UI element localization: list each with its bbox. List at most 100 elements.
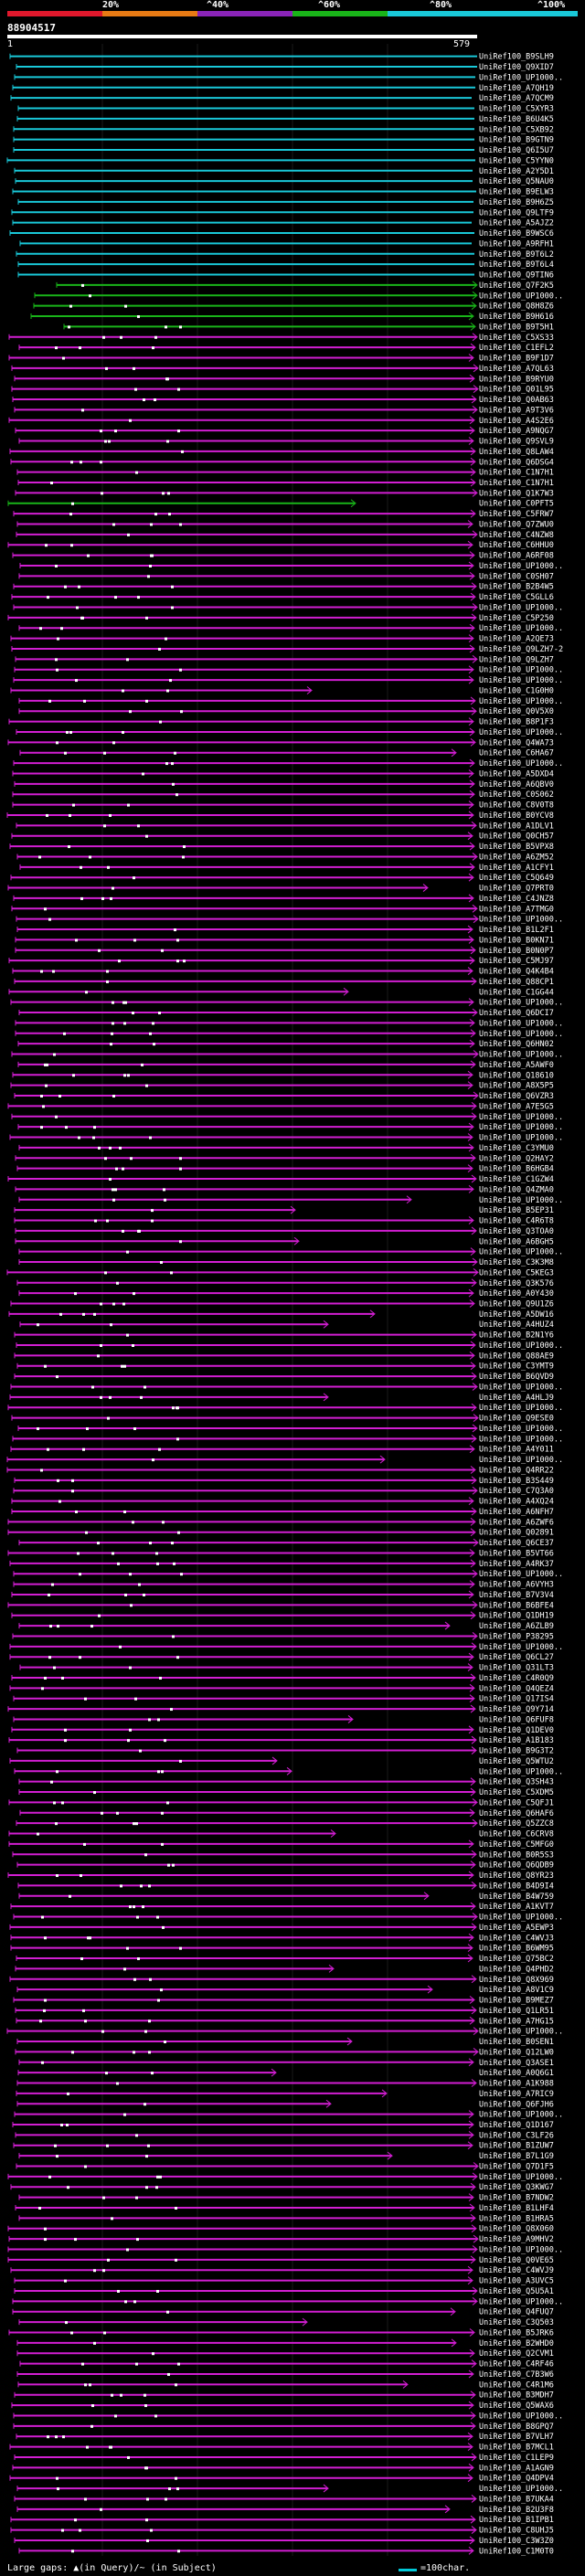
hit-label[interactable]: UniRef100_A9NQG7 <box>479 427 554 436</box>
hit-label[interactable]: UniRef100_B2N1Y6 <box>479 1331 554 1341</box>
hit-label[interactable]: UniRef100_UP1000.. <box>479 2173 563 2182</box>
hit-label[interactable]: UniRef100_Q6FUF8 <box>479 1715 554 1724</box>
hit-label[interactable]: UniRef100_UP1000.. <box>479 1435 563 1444</box>
hit-label[interactable]: UniRef100_A0Q6G1 <box>479 2069 554 2078</box>
hit-label[interactable]: UniRef100_C5MFG0 <box>479 1840 554 1850</box>
hit-label[interactable]: UniRef100_UP1000.. <box>479 728 563 737</box>
hit-label[interactable]: UniRef100_A7QCM9 <box>479 94 554 103</box>
hit-label[interactable]: UniRef100_B3S449 <box>479 1477 554 1486</box>
hit-label[interactable]: UniRef100_Q5WTU2 <box>479 1757 554 1766</box>
hit-label[interactable]: UniRef100_C3Q503 <box>479 2318 554 2327</box>
hit-label[interactable]: UniRef100_B9WSC6 <box>479 229 554 239</box>
hit-label[interactable]: UniRef100_C5KEG3 <box>479 1268 554 1277</box>
hit-label[interactable]: UniRef100_Q9ESE0 <box>479 1415 554 1424</box>
hit-label[interactable]: UniRef100_Q9SVL9 <box>479 438 554 447</box>
hit-label[interactable]: UniRef100_Q9LTF9 <box>479 208 554 217</box>
hit-label[interactable]: UniRef100_Q3KWG7 <box>479 2183 554 2192</box>
hit-label[interactable]: UniRef100_C3W3Z0 <box>479 2537 554 2546</box>
hit-label[interactable]: UniRef100_C5XB92 <box>479 125 554 134</box>
hit-label[interactable]: UniRef100_B8P1F3 <box>479 718 554 727</box>
hit-label[interactable]: UniRef100_B7V3V4 <box>479 1591 554 1600</box>
hit-label[interactable]: UniRef100_Q18610 <box>479 1071 554 1080</box>
hit-label[interactable]: UniRef100_Q0VE65 <box>479 2256 554 2265</box>
hit-label[interactable]: UniRef100_Q5NAU0 <box>479 177 554 186</box>
hit-label[interactable]: UniRef100_Q4WA73 <box>479 738 554 747</box>
hit-label[interactable]: UniRef100_Q0CH57 <box>479 832 554 842</box>
hit-label[interactable]: UniRef100_UP1000.. <box>479 1456 563 1465</box>
hit-label[interactable]: UniRef100_C4RF46 <box>479 2360 554 2369</box>
hit-label[interactable]: UniRef100_B2WHD0 <box>479 2339 554 2348</box>
hit-label[interactable]: UniRef100_Q6DSG4 <box>479 458 554 467</box>
hit-label[interactable]: UniRef100_B0R5S3 <box>479 1850 554 1860</box>
hit-label[interactable]: UniRef100_C4WVJ9 <box>479 2266 554 2275</box>
hit-label[interactable]: UniRef100_A7QH19 <box>479 84 554 93</box>
hit-label[interactable]: UniRef100_B9MEZ7 <box>479 1997 554 2006</box>
hit-label[interactable]: UniRef100_A7RIC9 <box>479 2090 554 2099</box>
hit-label[interactable]: UniRef100_UP1000.. <box>479 73 563 82</box>
hit-label[interactable]: UniRef100_Q2HAY2 <box>479 1154 554 1163</box>
hit-label[interactable]: UniRef100_Q88AE9 <box>479 1352 554 1361</box>
hit-label[interactable]: UniRef100_B9T6L4 <box>479 260 554 270</box>
hit-label[interactable]: UniRef100_B6QVD9 <box>479 1373 554 1382</box>
hit-label[interactable]: UniRef100_UP1000.. <box>479 676 563 685</box>
hit-label[interactable]: UniRef100_B9ELW3 <box>479 188 554 197</box>
hit-label[interactable]: UniRef100_C1LEP9 <box>479 2454 554 2463</box>
hit-label[interactable]: UniRef100_Q8X969 <box>479 1976 554 1985</box>
hit-label[interactable]: UniRef100_A1K988 <box>479 2080 554 2089</box>
hit-label[interactable]: UniRef100_C5MJ97 <box>479 957 554 966</box>
hit-label[interactable]: UniRef100_B1IPB1 <box>479 2516 554 2525</box>
hit-label[interactable]: UniRef100_Q8X060 <box>479 2225 554 2234</box>
hit-label[interactable]: UniRef100_Q7ZWU0 <box>479 520 554 529</box>
hit-label[interactable]: UniRef100_Q9TIN6 <box>479 271 554 281</box>
hit-label[interactable]: UniRef100_Q7D1F5 <box>479 2162 554 2171</box>
hit-label[interactable]: UniRef100_Q4K4B4 <box>479 968 554 977</box>
hit-label[interactable]: UniRef100_B5JRK6 <box>479 2328 554 2337</box>
hit-label[interactable]: UniRef100_B0N0P7 <box>479 947 554 956</box>
hit-label[interactable]: UniRef100_A6ZLB9 <box>479 1622 554 1631</box>
hit-label[interactable]: UniRef100_B1L2F1 <box>479 926 554 935</box>
hit-label[interactable]: UniRef100_C1M0T0 <box>479 2547 554 2556</box>
hit-label[interactable]: UniRef100_A6ZM52 <box>479 853 554 862</box>
hit-label[interactable]: UniRef100_C8UHJ5 <box>479 2527 554 2536</box>
hit-label[interactable]: UniRef100_Q4RR22 <box>479 1466 554 1475</box>
hit-label[interactable]: UniRef100_C1N7H1 <box>479 469 554 478</box>
hit-label[interactable]: UniRef100_P38295 <box>479 1632 554 1641</box>
hit-label[interactable]: UniRef100_Q6DCI7 <box>479 1009 554 1018</box>
hit-label[interactable]: UniRef100_Q5U5A1 <box>479 2287 554 2296</box>
hit-label[interactable]: UniRef100_Q1D167 <box>479 2121 554 2130</box>
hit-label[interactable]: UniRef100_B0SEN1 <box>479 2038 554 2047</box>
hit-label[interactable]: UniRef100_Q9LZH7 <box>479 655 554 664</box>
hit-label[interactable]: UniRef100_A5DXD4 <box>479 769 554 779</box>
hit-label[interactable]: UniRef100_A6NFH7 <box>479 1508 554 1517</box>
hit-label[interactable]: UniRef100_B5EP31 <box>479 1206 554 1215</box>
hit-label[interactable]: UniRef100_Q1LR51 <box>479 2007 554 2016</box>
hit-label[interactable]: UniRef100_B9RYU0 <box>479 375 554 384</box>
hit-label[interactable]: UniRef100_C1EFL2 <box>479 344 554 353</box>
hit-label[interactable]: UniRef100_C1N7H1 <box>479 479 554 488</box>
hit-label[interactable]: UniRef100_A2QE73 <box>479 635 554 644</box>
hit-label[interactable]: UniRef100_Q8LAW4 <box>479 448 554 457</box>
hit-label[interactable]: UniRef100_C3K3M8 <box>479 1258 554 1267</box>
hit-label[interactable]: UniRef100_UP1000.. <box>479 292 563 301</box>
hit-label[interactable]: UniRef100_UP1000.. <box>479 666 563 675</box>
hit-label[interactable]: UniRef100_Q12LW0 <box>479 2048 554 2057</box>
hit-label[interactable]: UniRef100_UP1000.. <box>479 1113 563 1122</box>
hit-label[interactable]: UniRef100_C7B3W6 <box>479 2370 554 2380</box>
hit-label[interactable]: UniRef100_Q5WAX6 <box>479 2401 554 2411</box>
hit-label[interactable]: UniRef100_UP1000.. <box>479 1123 563 1132</box>
hit-label[interactable]: UniRef100_A1AGN9 <box>479 2464 554 2473</box>
hit-label[interactable]: UniRef100_C3LF26 <box>479 2131 554 2140</box>
hit-label[interactable]: UniRef100_UP1000.. <box>479 2412 563 2421</box>
hit-label[interactable]: UniRef100_Q0AB63 <box>479 396 554 405</box>
hit-label[interactable]: UniRef100_Q88CP1 <box>479 978 554 987</box>
hit-label[interactable]: UniRef100_A9T3V6 <box>479 406 554 415</box>
hit-label[interactable]: UniRef100_A7QL63 <box>479 365 554 374</box>
hit-label[interactable]: UniRef100_UP1000.. <box>479 2245 563 2254</box>
hit-label[interactable]: UniRef100_B6HGB4 <box>479 1165 554 1174</box>
hit-label[interactable]: UniRef100_C0S062 <box>479 790 554 800</box>
hit-label[interactable]: UniRef100_A8X5P5 <box>479 1082 554 1091</box>
hit-label[interactable]: UniRef100_B4D9I4 <box>479 1882 554 1891</box>
hit-label[interactable]: UniRef100_Q6VZR3 <box>479 1092 554 1101</box>
hit-label[interactable]: UniRef100_B6U4K5 <box>479 115 554 124</box>
hit-label[interactable]: UniRef100_UP1000.. <box>479 1341 563 1351</box>
